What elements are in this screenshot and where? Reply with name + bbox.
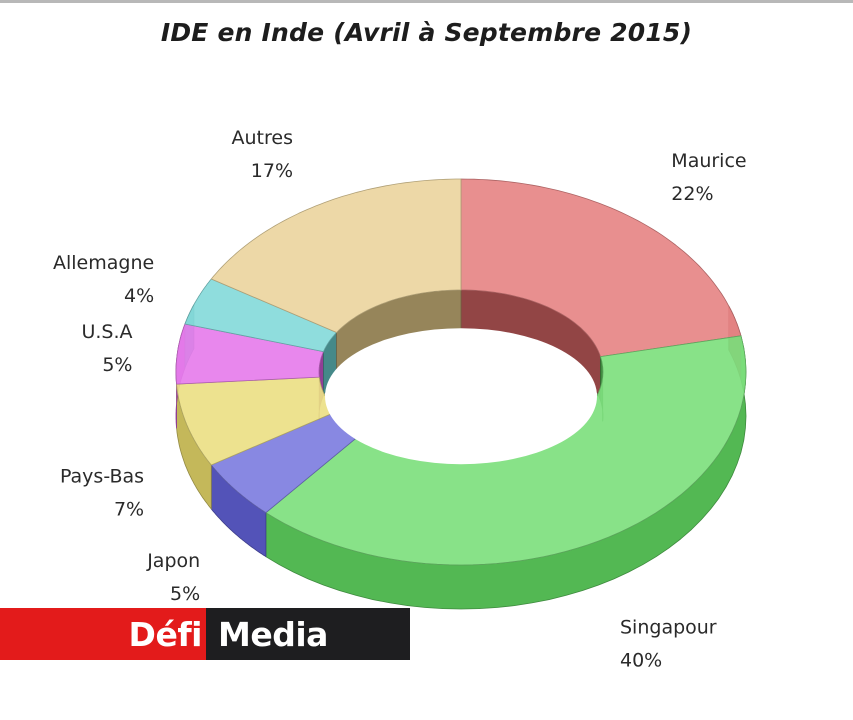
slice-label-paysbas: Pays-Bas 7% — [60, 466, 144, 521]
slice-allemagne — [184, 278, 338, 353]
chart-title: IDE en Inde (Avril à Septembre 2015) — [160, 18, 693, 47]
slice-label-singapour: Singapour 40% — [620, 617, 717, 672]
slice-label-allemagne: Allemagne 4% — [53, 252, 154, 307]
slice-label-usa: U.S.A 5% — [81, 321, 132, 376]
slice-label-japon: Japon 5% — [146, 550, 200, 605]
slice-maurice — [460, 178, 742, 358]
slice-label-maurice: Maurice 22% — [671, 150, 746, 205]
slice-autres — [210, 178, 462, 333]
logo-media-text: Media — [206, 608, 410, 660]
doughnut-hole — [325, 328, 597, 465]
defi-media-logo: Défi Media — [0, 608, 410, 660]
logo-defi-text: Défi — [0, 608, 206, 660]
slice-label-autres: Autres 17% — [232, 127, 293, 182]
top-divider — [0, 0, 853, 3]
slice-usa — [175, 323, 324, 385]
